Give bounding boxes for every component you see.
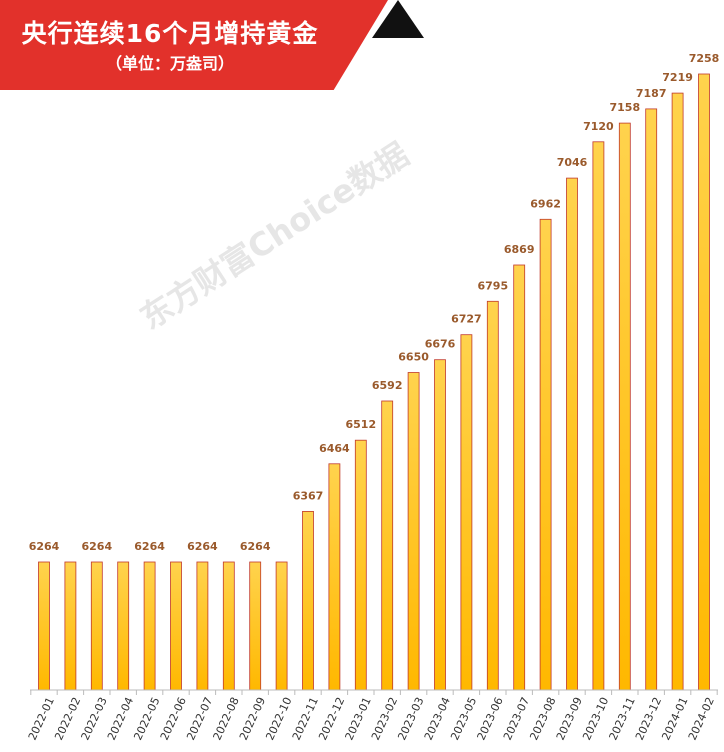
bar-2022-10	[275, 561, 288, 691]
value-label-2022-01: 6264	[29, 540, 60, 553]
x-tick-label-2024-02: 2024-02	[686, 695, 717, 742]
title-corner-decoration	[372, 0, 424, 38]
value-label-2023-07: 6869	[504, 243, 535, 256]
bar-2023-12	[645, 108, 658, 691]
bar-2023-07	[513, 264, 526, 691]
bar-2023-01	[354, 439, 367, 691]
bar-series	[38, 73, 710, 691]
value-label-2023-08: 6962	[530, 197, 561, 210]
bar-2022-09	[249, 561, 262, 691]
value-label-2022-11: 6367	[293, 489, 324, 502]
x-axis-tick-labels: 2022-012022-022022-032022-042022-052022-…	[26, 695, 717, 742]
value-label-2024-02: 7258	[689, 52, 720, 65]
value-label-2022-09: 6264	[240, 540, 271, 553]
bar-2023-06	[486, 300, 499, 691]
bar-2023-04	[434, 359, 446, 691]
bar-2022-05	[143, 561, 156, 691]
value-label-2023-03: 6650	[398, 351, 429, 364]
value-label-2023-06: 6795	[477, 279, 508, 292]
bar-2023-09	[566, 177, 578, 691]
value-labels: 6264 6264 6264 6264 6264 6367 6464 6512 6592 6650…	[29, 52, 720, 553]
value-label-2023-01: 6512	[345, 418, 376, 431]
value-label-2023-10: 7120	[583, 120, 614, 133]
value-label-2023-04: 6676	[425, 338, 456, 351]
value-label-2023-12: 7187	[636, 87, 667, 100]
bar-2022-08	[222, 561, 235, 691]
bar-2022-06	[170, 561, 182, 691]
bar-2024-01	[671, 92, 684, 691]
bar-2022-01	[38, 561, 50, 691]
bar-2022-11	[302, 510, 314, 691]
value-label-2022-03: 6264	[81, 540, 112, 553]
bar-2024-02	[698, 73, 710, 691]
value-label-2022-12: 6464	[319, 442, 350, 455]
value-label-2023-05: 6727	[451, 313, 482, 326]
value-label-2023-09: 7046	[557, 156, 588, 169]
bar-2022-03	[90, 561, 103, 691]
bar-2022-02	[64, 561, 77, 691]
value-label-2023-02: 6592	[372, 379, 403, 392]
bar-2023-03	[407, 372, 420, 691]
value-label-2023-11: 7158	[609, 101, 640, 114]
title-banner	[0, 0, 388, 90]
chart-title: 央行连续16个月增持黄金	[21, 19, 319, 48]
bar-2023-08	[539, 218, 552, 691]
bar-2022-07	[196, 561, 209, 691]
value-label-2022-05: 6264	[134, 540, 165, 553]
bar-2023-10	[592, 141, 605, 691]
bar-2022-12	[328, 463, 341, 691]
chart-subtitle: （单位：万盎司）	[105, 54, 234, 73]
bar-2023-05	[460, 334, 473, 691]
value-label-2022-07: 6264	[187, 540, 218, 553]
bar-2023-02	[381, 400, 394, 691]
value-label-2024-01: 7219	[662, 71, 693, 84]
x-axis-ticks	[30, 690, 718, 695]
bar-2023-11	[618, 122, 631, 691]
bar-2022-04	[117, 561, 130, 691]
